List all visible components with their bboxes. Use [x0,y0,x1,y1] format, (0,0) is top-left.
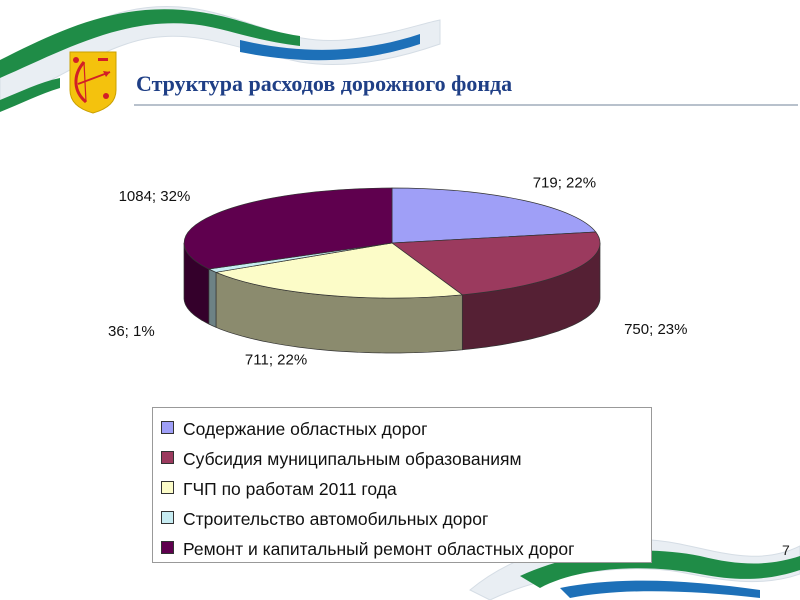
data-label: 36; 1% [108,323,155,340]
legend-item: Строительство автомобильных дорог [161,504,488,534]
data-label: 1084; 32% [119,188,191,205]
ribbon-blue-top [240,34,420,61]
pie-slice-side [208,268,217,328]
legend-swatch [161,541,174,554]
ribbon-green-left [0,78,60,112]
legend-label: ГЧП по работам 2011 года [183,479,397,499]
legend-label: Строительство автомобильных дорог [183,509,489,529]
legend-item: ГЧП по работам 2011 года [161,474,397,504]
data-label: 719; 22% [533,174,596,191]
legend-label: Ремонт и капитальный ремонт областных до… [183,539,575,559]
coat-of-arms-logo [69,51,117,114]
legend-swatch [161,481,174,494]
pie-slice [391,187,597,244]
legend-swatch [161,511,174,524]
legend-item: Ремонт и капитальный ремонт областных до… [161,534,574,564]
ribbon-green-top [0,9,300,79]
pie-slice [183,187,393,270]
pie-slice [214,242,464,299]
ribbon-blue-bottom [560,580,760,598]
data-label: 711; 22% [245,352,307,369]
title-divider [134,104,798,106]
legend-swatch [161,451,174,464]
legend-item: Содержание областных дорог [161,414,427,444]
legend-item: Субсидия муниципальным образованиям [161,444,522,474]
page-number: 7 [782,542,790,558]
legend-swatch [161,421,174,434]
pie-slice [391,231,601,296]
data-label: 750; 23% [624,321,687,338]
legend-label: Субсидия муниципальным образованиям [183,449,522,469]
legend-label: Содержание областных дорог [183,419,428,439]
slide-title: Структура расходов дорожного фонда [136,71,513,96]
chart-legend: Содержание областных дорог Субсидия муни… [152,407,652,563]
